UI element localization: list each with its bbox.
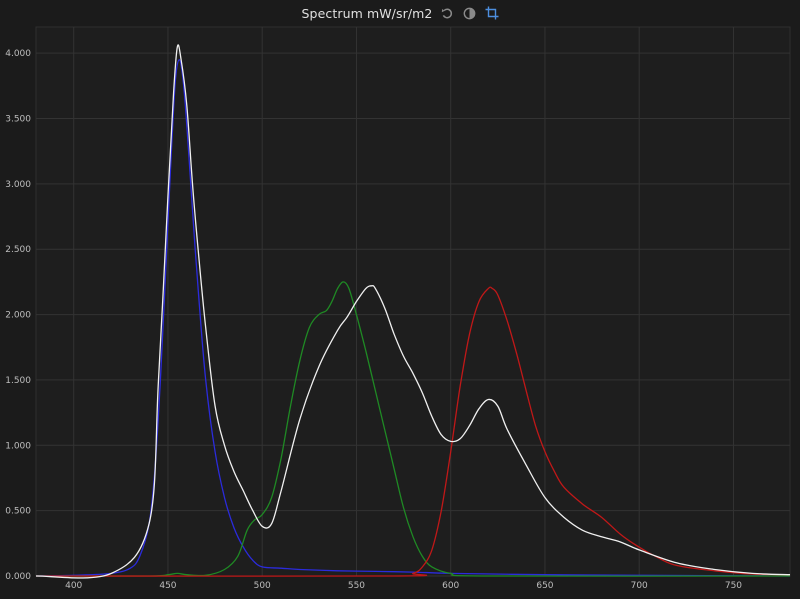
series-line-1 [35,59,791,577]
crop-icon[interactable] [485,6,499,20]
x-axis: 400 450 500 550 600 650 700 750 [65,581,742,591]
title-bar: Spectrum mW/sr/m2 [0,0,800,26]
x-tick-label: 700 [631,581,648,591]
y-tick-label: 2.500 [5,245,31,255]
series-group [35,44,791,579]
series-line-4 [35,44,791,579]
plot-area [35,26,791,577]
reset-icon[interactable] [441,6,455,20]
y-tick-label: 2.000 [5,311,31,321]
y-tick-label: 3.000 [5,180,31,190]
contrast-icon[interactable] [463,6,477,20]
y-tick-label: 0.000 [5,572,31,582]
x-tick-label: 450 [159,581,176,591]
series-line-3 [35,286,791,577]
y-axis: 0.000 0.500 1.000 1.500 2.000 2.500 3.000 3.500… [5,49,31,582]
x-tick-label: 500 [254,581,271,591]
y-tick-label: 4.000 [5,49,31,59]
y-tick-label: 3.500 [5,115,31,125]
series-line-2 [35,281,791,577]
x-tick-label: 750 [725,581,742,591]
y-tick-label: 1.000 [5,441,31,451]
x-tick-label: 400 [65,581,82,591]
x-tick-label: 550 [348,581,365,591]
chart-title: Spectrum mW/sr/m2 [301,5,433,21]
x-tick-label: 600 [442,581,459,591]
x-tick-label: 650 [536,581,553,591]
y-tick-label: 0.500 [5,507,31,517]
y-tick-label: 1.500 [5,376,31,386]
